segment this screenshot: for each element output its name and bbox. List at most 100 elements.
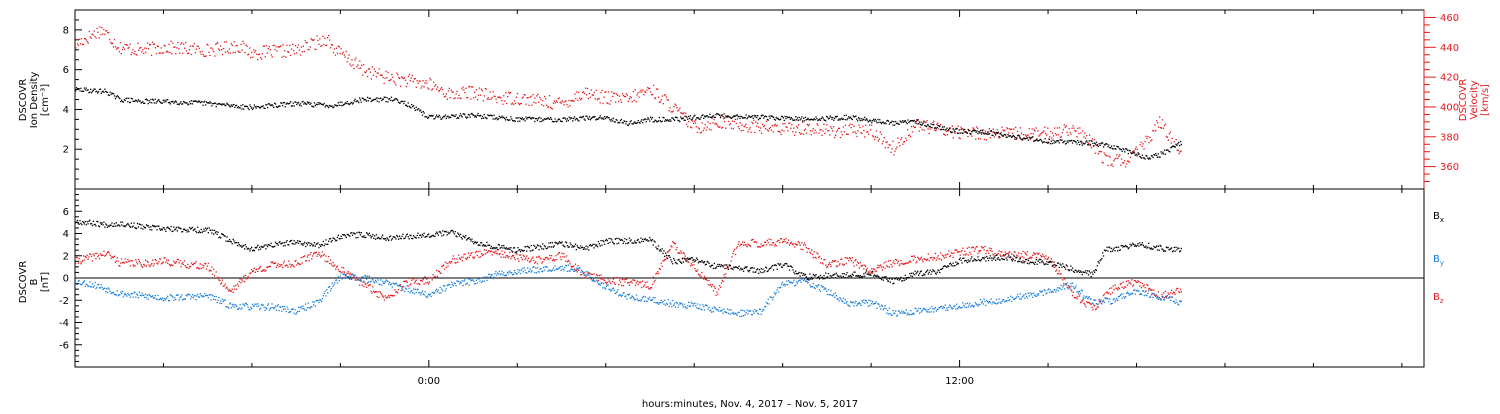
velocity-point xyxy=(608,91,609,92)
density-point xyxy=(690,115,691,116)
by-point xyxy=(254,305,255,306)
by-point xyxy=(895,310,896,311)
by-point xyxy=(936,311,937,312)
density-point xyxy=(294,105,295,106)
bz-point xyxy=(307,256,308,257)
by-point xyxy=(605,288,606,289)
velocity-point xyxy=(98,37,99,38)
density-point xyxy=(1115,149,1116,150)
by-point xyxy=(521,270,522,271)
density-point xyxy=(248,109,249,110)
bz-point xyxy=(976,246,977,247)
bz-point xyxy=(201,268,202,269)
bz-point xyxy=(991,248,992,249)
bz-point xyxy=(84,259,85,260)
by-point xyxy=(155,295,156,296)
density-point xyxy=(861,118,862,119)
density-point xyxy=(613,118,614,119)
density-point xyxy=(1106,144,1107,145)
bz-point xyxy=(557,254,558,255)
velocity-point xyxy=(905,138,906,139)
bz-point xyxy=(1163,292,1164,293)
by-point xyxy=(1023,294,1024,295)
density-point xyxy=(1156,155,1157,156)
by-point xyxy=(280,307,281,308)
density-point xyxy=(169,102,170,103)
by-point xyxy=(304,309,305,310)
by-point xyxy=(663,304,664,305)
by-point xyxy=(326,289,327,290)
velocity-point xyxy=(1146,138,1147,139)
velocity-point xyxy=(443,94,444,95)
velocity-point xyxy=(686,124,687,125)
by-point xyxy=(593,279,594,280)
velocity-point xyxy=(637,92,638,93)
by-point xyxy=(1056,289,1057,290)
by-point xyxy=(754,309,755,310)
by-point xyxy=(169,300,170,301)
velocity-point xyxy=(643,94,644,95)
by-point xyxy=(536,272,537,273)
velocity-point xyxy=(254,52,255,53)
velocity-point xyxy=(483,100,484,101)
density-point xyxy=(376,97,377,98)
velocity-point xyxy=(765,128,766,129)
by-point xyxy=(907,314,908,315)
velocity-point xyxy=(119,51,120,52)
density-point xyxy=(1176,145,1177,146)
bz-point xyxy=(641,287,642,288)
bz-point xyxy=(394,289,395,290)
by-point xyxy=(223,301,224,302)
velocity-point xyxy=(1168,140,1169,141)
density-point xyxy=(1154,155,1155,156)
density-point xyxy=(707,115,708,116)
bz-point xyxy=(882,269,883,270)
bz-point xyxy=(605,282,606,283)
velocity-point xyxy=(448,90,449,91)
density-point xyxy=(651,118,652,119)
by-point xyxy=(503,272,504,273)
velocity-point xyxy=(274,45,275,46)
density-point xyxy=(626,121,627,122)
density-point xyxy=(125,100,126,101)
by-point xyxy=(944,307,945,308)
by-point xyxy=(1024,298,1025,299)
bz-point xyxy=(432,279,433,280)
velocity-point xyxy=(423,86,424,87)
velocity-point xyxy=(101,27,102,28)
by-point xyxy=(332,286,333,287)
bz-point xyxy=(248,276,249,277)
velocity-point xyxy=(545,98,546,99)
by-point xyxy=(876,308,877,309)
by-point xyxy=(416,292,417,293)
velocity-point xyxy=(234,41,235,42)
density-point xyxy=(1111,146,1112,147)
by-point xyxy=(645,296,646,297)
by-point xyxy=(378,279,379,280)
velocity-point xyxy=(912,131,913,132)
bz-point xyxy=(623,279,624,280)
bz-point xyxy=(1122,282,1123,283)
velocity-point xyxy=(615,102,616,103)
velocity-point xyxy=(781,130,782,131)
velocity-point xyxy=(226,41,227,42)
velocity-point xyxy=(562,100,563,101)
bz-point xyxy=(152,260,153,261)
by-point xyxy=(815,288,816,289)
velocity-point xyxy=(486,88,487,89)
bz-point xyxy=(376,291,377,292)
by-point xyxy=(102,287,103,288)
density-point xyxy=(741,116,742,117)
by-point xyxy=(194,295,195,296)
bz-point xyxy=(718,289,719,290)
velocity-point xyxy=(222,54,223,55)
bz-point xyxy=(947,253,948,254)
density-point xyxy=(982,130,983,131)
density-point xyxy=(426,116,427,117)
bz-point xyxy=(278,263,279,264)
bz-point xyxy=(79,258,80,259)
velocity-point xyxy=(761,133,762,134)
by-point xyxy=(222,299,223,300)
by-point xyxy=(174,297,175,298)
velocity-point xyxy=(829,134,830,135)
